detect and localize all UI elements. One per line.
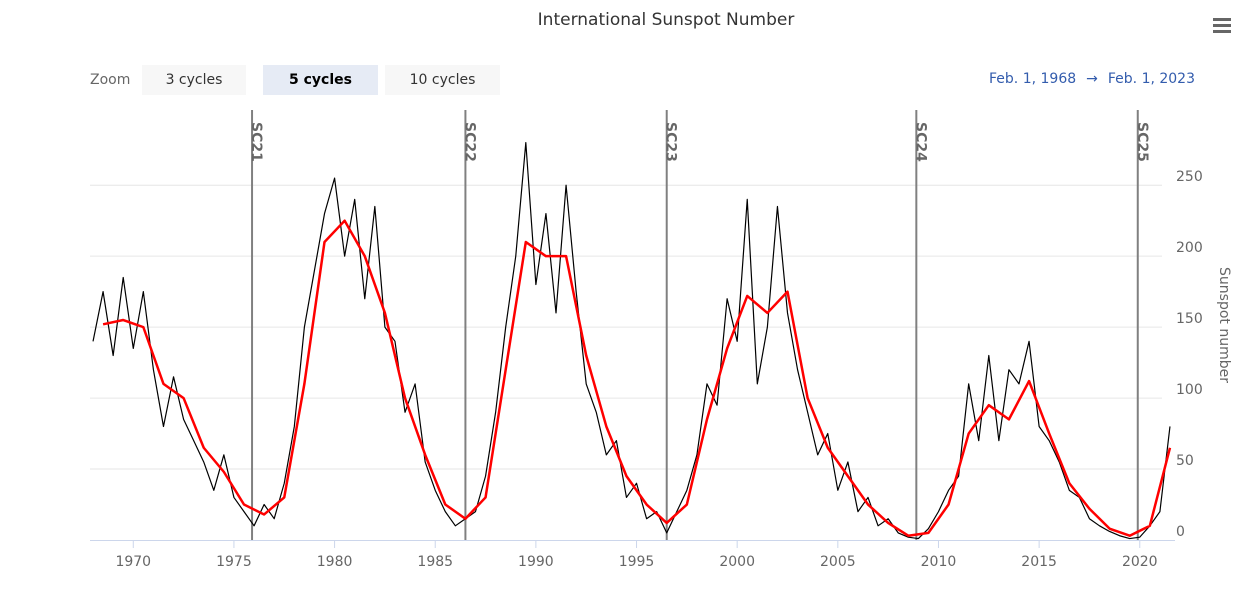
y-tick-label: 150 bbox=[1176, 311, 1203, 327]
date-range-to: Feb. 1, 2023 bbox=[1108, 71, 1195, 87]
y-tick-label: 250 bbox=[1176, 169, 1203, 185]
cycle-label: SC23 bbox=[663, 122, 679, 162]
series-line bbox=[102, 219, 1172, 537]
date-range: Feb. 1, 1968 → Feb. 1, 2023 bbox=[989, 71, 1195, 87]
x-tick-label: 1990 bbox=[518, 554, 554, 570]
zoom-button[interactable] bbox=[385, 65, 500, 95]
menu-bar bbox=[1213, 30, 1231, 33]
date-range-from: Feb. 1, 1968 bbox=[989, 71, 1076, 87]
cycle-label: SC21 bbox=[248, 122, 264, 162]
zoom-button[interactable] bbox=[263, 65, 378, 95]
menu-bar bbox=[1213, 18, 1231, 21]
y-tick-label: 100 bbox=[1176, 382, 1203, 398]
x-tick-label: 2005 bbox=[820, 554, 856, 570]
x-tick-label: 1970 bbox=[115, 554, 151, 570]
y-tick-label: 200 bbox=[1176, 240, 1203, 256]
chart-title: International Sunspot Number bbox=[538, 10, 795, 30]
menu-button[interactable] bbox=[1210, 14, 1234, 38]
cycle-label: SC22 bbox=[461, 122, 477, 162]
x-tick-label: 1975 bbox=[216, 554, 252, 570]
x-tick-label: 2000 bbox=[719, 554, 755, 570]
zoom-button[interactable] bbox=[142, 65, 246, 95]
zoom-button-label[interactable]: 3 cycles bbox=[166, 72, 223, 88]
x-tick-label: 2010 bbox=[921, 554, 957, 570]
series-line bbox=[92, 142, 1171, 540]
zoom-button-label[interactable]: 5 cycles bbox=[289, 72, 352, 88]
zoom-label: Zoom bbox=[90, 72, 130, 88]
cycle-label: SC25 bbox=[1134, 122, 1150, 162]
y-axis-title: Sunspot number bbox=[1216, 267, 1232, 383]
cycle-label: SC24 bbox=[912, 122, 928, 162]
x-tick-label: 2015 bbox=[1021, 554, 1057, 570]
x-tick-label: 1985 bbox=[417, 554, 453, 570]
y-tick-label: 50 bbox=[1176, 453, 1194, 469]
x-tick-label: 2020 bbox=[1122, 554, 1158, 570]
x-tick-label: 1980 bbox=[317, 554, 353, 570]
y-tick-label: 0 bbox=[1176, 524, 1185, 540]
x-tick-label: 1995 bbox=[619, 554, 655, 570]
zoom-button-label[interactable]: 10 cycles bbox=[410, 72, 476, 88]
date-range-arrow: → bbox=[1086, 71, 1098, 87]
menu-bar bbox=[1213, 24, 1231, 27]
